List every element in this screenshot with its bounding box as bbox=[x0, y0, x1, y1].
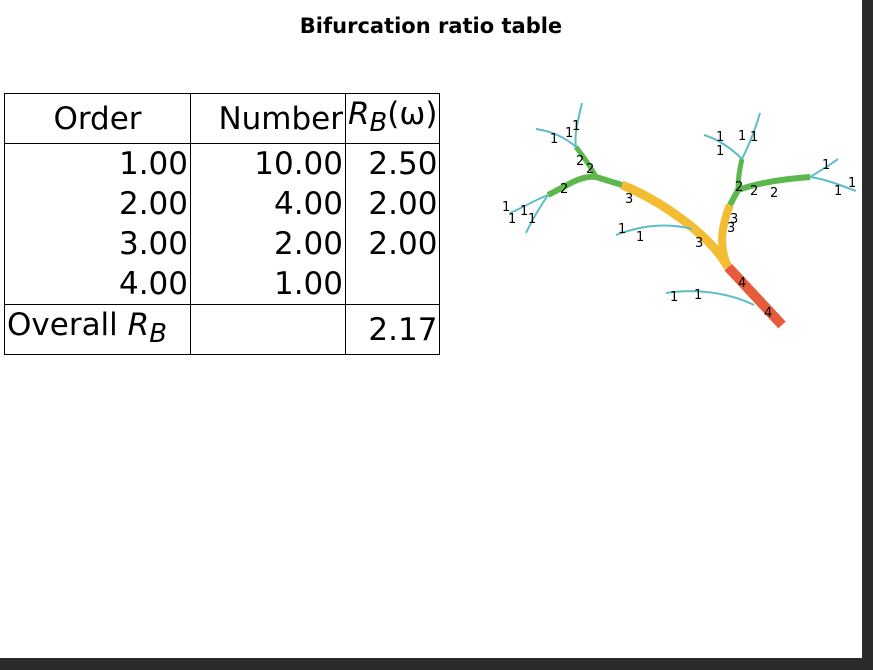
header-ratio: RB(ω) bbox=[345, 92, 441, 145]
header-ratio-arg: (ω) bbox=[387, 96, 438, 132]
stream-label: 2 bbox=[586, 162, 594, 177]
stream-order1 bbox=[809, 176, 857, 192]
stream-order1 bbox=[535, 128, 577, 148]
table-row: 1.00 10.00 2.50 bbox=[4, 143, 441, 185]
window-frame-bottom bbox=[0, 658, 873, 670]
order-cell: 1.00 bbox=[4, 143, 191, 185]
stream-label: 2 bbox=[735, 180, 743, 195]
stream-label: 1 bbox=[550, 132, 558, 147]
stream-label: 1 bbox=[848, 176, 856, 191]
stream-label: 1 bbox=[572, 119, 580, 134]
stream-label: 1 bbox=[822, 158, 830, 173]
stream-order1 bbox=[525, 194, 549, 234]
number-cell: 2.00 bbox=[190, 224, 346, 265]
order-cell: 2.00 bbox=[4, 184, 191, 225]
number-cell: 4.00 bbox=[190, 184, 346, 225]
stream-order-diagram: 1 1 1 1 1 1 1 1 1 1 1 1 1 1 1 1 1 1 2 2 … bbox=[502, 102, 857, 329]
stream-label: 1 bbox=[636, 230, 644, 245]
stream-label: 3 bbox=[730, 212, 738, 227]
stream-label: 1 bbox=[750, 130, 758, 145]
stream-order4 bbox=[724, 263, 786, 329]
ratio-cell: 2.50 bbox=[345, 143, 441, 185]
overall-number-cell bbox=[190, 304, 346, 356]
stream-order1 bbox=[665, 290, 755, 306]
stream-order1 bbox=[741, 112, 761, 160]
header-ratio-sub: B bbox=[369, 108, 388, 139]
window-frame-right bbox=[862, 0, 873, 670]
stream-label: 1 bbox=[694, 288, 702, 303]
stream-order2 bbox=[735, 158, 745, 191]
page: Bifurcation ratio table Order Number RB(… bbox=[4, 14, 857, 356]
table-header-row: Order Number RB(ω) bbox=[4, 92, 441, 145]
header-number: Number bbox=[190, 92, 346, 145]
order-cell: 3.00 bbox=[4, 224, 191, 265]
stream-label: 1 bbox=[565, 126, 573, 141]
ratio-cell: 2.00 bbox=[345, 224, 441, 265]
stream-label: 3 bbox=[625, 192, 633, 207]
stream-label: 1 bbox=[716, 130, 724, 145]
stream-order1 bbox=[809, 158, 839, 178]
page-title: Bifurcation ratio table bbox=[299, 14, 563, 38]
overall-value: 2.17 bbox=[345, 304, 441, 356]
stream-label: 4 bbox=[764, 306, 772, 321]
number-cell: 1.00 bbox=[190, 264, 346, 305]
overall-symbol: R bbox=[127, 307, 150, 344]
stream-label: 2 bbox=[750, 184, 758, 199]
ratio-cell bbox=[345, 264, 441, 305]
stream-order2 bbox=[574, 145, 599, 179]
stream-label: 1 bbox=[502, 200, 510, 215]
stream-order1 bbox=[703, 134, 743, 160]
stream-label: 1 bbox=[716, 144, 724, 159]
stream-label: 1 bbox=[834, 184, 842, 199]
stream-label: 1 bbox=[618, 222, 626, 237]
overall-sub: B bbox=[149, 319, 167, 350]
header-ratio-symbol: R bbox=[348, 96, 370, 132]
stream-order1 bbox=[509, 194, 549, 214]
stream-label: 1 bbox=[670, 290, 678, 305]
stream-label: 1 bbox=[508, 212, 516, 227]
ratio-cell: 2.00 bbox=[345, 184, 441, 225]
stream-label: 3 bbox=[695, 236, 703, 251]
header-order: Order bbox=[4, 92, 191, 145]
stream-label: 3 bbox=[727, 221, 735, 236]
stream-label: 4 bbox=[738, 276, 746, 291]
stream-label: 2 bbox=[576, 154, 584, 169]
stream-order3 bbox=[718, 203, 734, 269]
stream-order1 bbox=[615, 224, 693, 236]
stream-label: 1 bbox=[738, 129, 746, 144]
table-row: 3.00 2.00 2.00 bbox=[4, 224, 441, 265]
overall-label-text: Overall bbox=[7, 307, 128, 344]
stream-order1 bbox=[574, 102, 583, 148]
stream-label: 2 bbox=[560, 182, 568, 197]
stream-label: 1 bbox=[528, 212, 536, 227]
overall-row: Overall RB 2.17 bbox=[4, 304, 441, 356]
table-row: 2.00 4.00 2.00 bbox=[4, 184, 441, 225]
stream-label: 2 bbox=[770, 186, 778, 201]
overall-label: Overall RB bbox=[4, 304, 191, 356]
stream-label: 1 bbox=[520, 204, 528, 219]
number-cell: 10.00 bbox=[190, 143, 346, 185]
order-cell: 4.00 bbox=[4, 264, 191, 305]
bifurcation-table: Order Number RB(ω) 1.00 10.00 2.50 2.00 … bbox=[4, 92, 441, 356]
table-row: 4.00 1.00 bbox=[4, 264, 441, 305]
